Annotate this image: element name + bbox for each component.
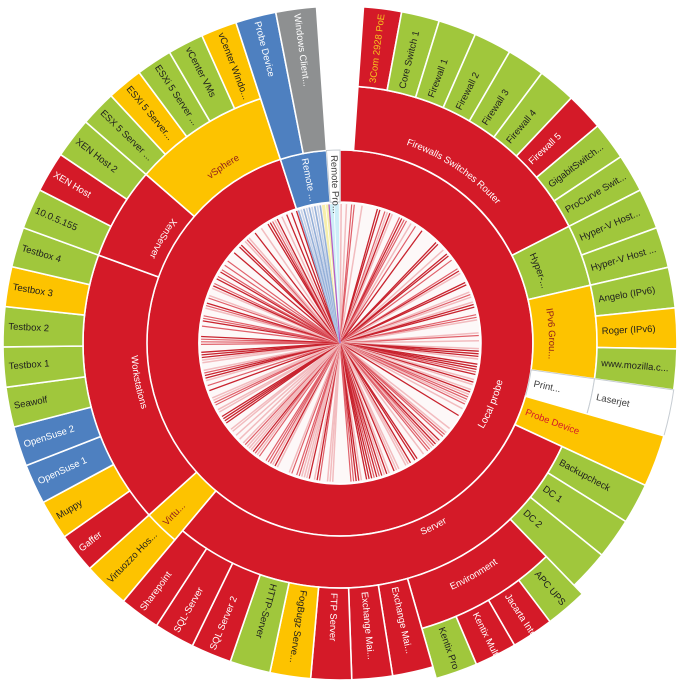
sensor-slices [200,203,480,483]
label-www-mozilla-c: www.mozilla.c... [600,358,669,374]
label-testbox-1: Testbox 1 [8,358,49,372]
segment-ipv6-grou[interactable] [527,284,598,380]
segment-remote-pro[interactable] [325,149,341,203]
label-ftp-server: FTP Server [327,593,339,642]
label-testbox-2: Testbox 2 [8,321,49,334]
sunburst-segments [2,5,678,680]
label-ipv6-grou: IPv6 Grou... [543,307,557,359]
label-roger-ipv6: Roger (IPv6) [602,324,656,337]
label-remote-pro: Remote Pro... [328,155,341,214]
